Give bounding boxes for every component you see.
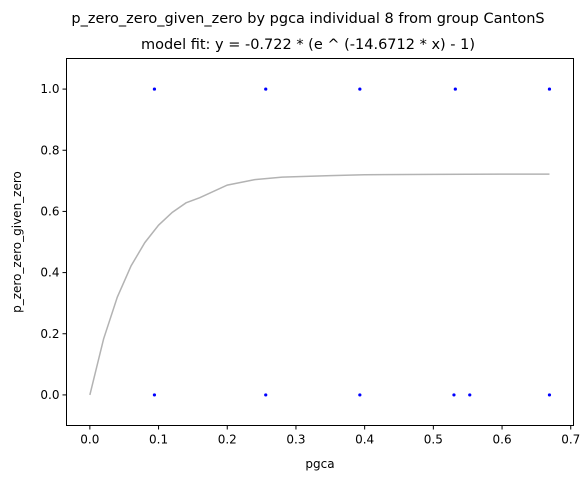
chart-title: p_zero_zero_given_zero by pgca individua… [71,11,544,27]
data-point [452,393,456,397]
fit-curve [89,173,550,396]
x-tick-label: 0.6 [493,433,512,447]
data-point [264,87,268,91]
x-axis-label: pgca [305,457,334,471]
data-point [547,87,552,91]
x-tick-label: 0.2 [218,433,237,447]
x-tick-label: 0.1 [149,433,168,447]
x-tick-label: 0.3 [286,433,305,447]
data-point [264,393,268,397]
x-tick-label: 0.0 [80,433,99,447]
y-tick-label: 0.6 [40,204,59,218]
y-tick-label: 0.2 [40,327,59,341]
x-tick-label: 0.5 [424,433,443,447]
data-point [453,87,457,91]
y-tick-label: 0.8 [40,143,59,157]
data-point [358,87,362,91]
data-point [152,393,157,397]
y-tick-label: 0.4 [40,266,59,280]
x-tick-label: 0.7 [561,433,580,447]
y-tick-label: 1.0 [40,82,59,96]
axes-frame [66,58,574,426]
y-axis-label: p_zero_zero_given_zero [10,171,24,313]
x-axis-ticks: 0.0 0.1 0.2 0.3 0.4 0.5 0.6 0.7 [80,425,580,447]
data-point [468,393,472,397]
data-point [152,87,157,91]
y-tick-label: 0.0 [40,388,59,402]
chart-subtitle: model fit: y = -0.722 * (e ^ (-14.6712 *… [141,37,475,53]
data-point [358,393,362,397]
data-point [547,393,552,397]
x-tick-label: 0.4 [355,433,374,447]
plot-area [89,87,552,397]
y-axis-ticks: 0.0 0.2 0.4 0.6 0.8 1.0 [40,82,67,402]
